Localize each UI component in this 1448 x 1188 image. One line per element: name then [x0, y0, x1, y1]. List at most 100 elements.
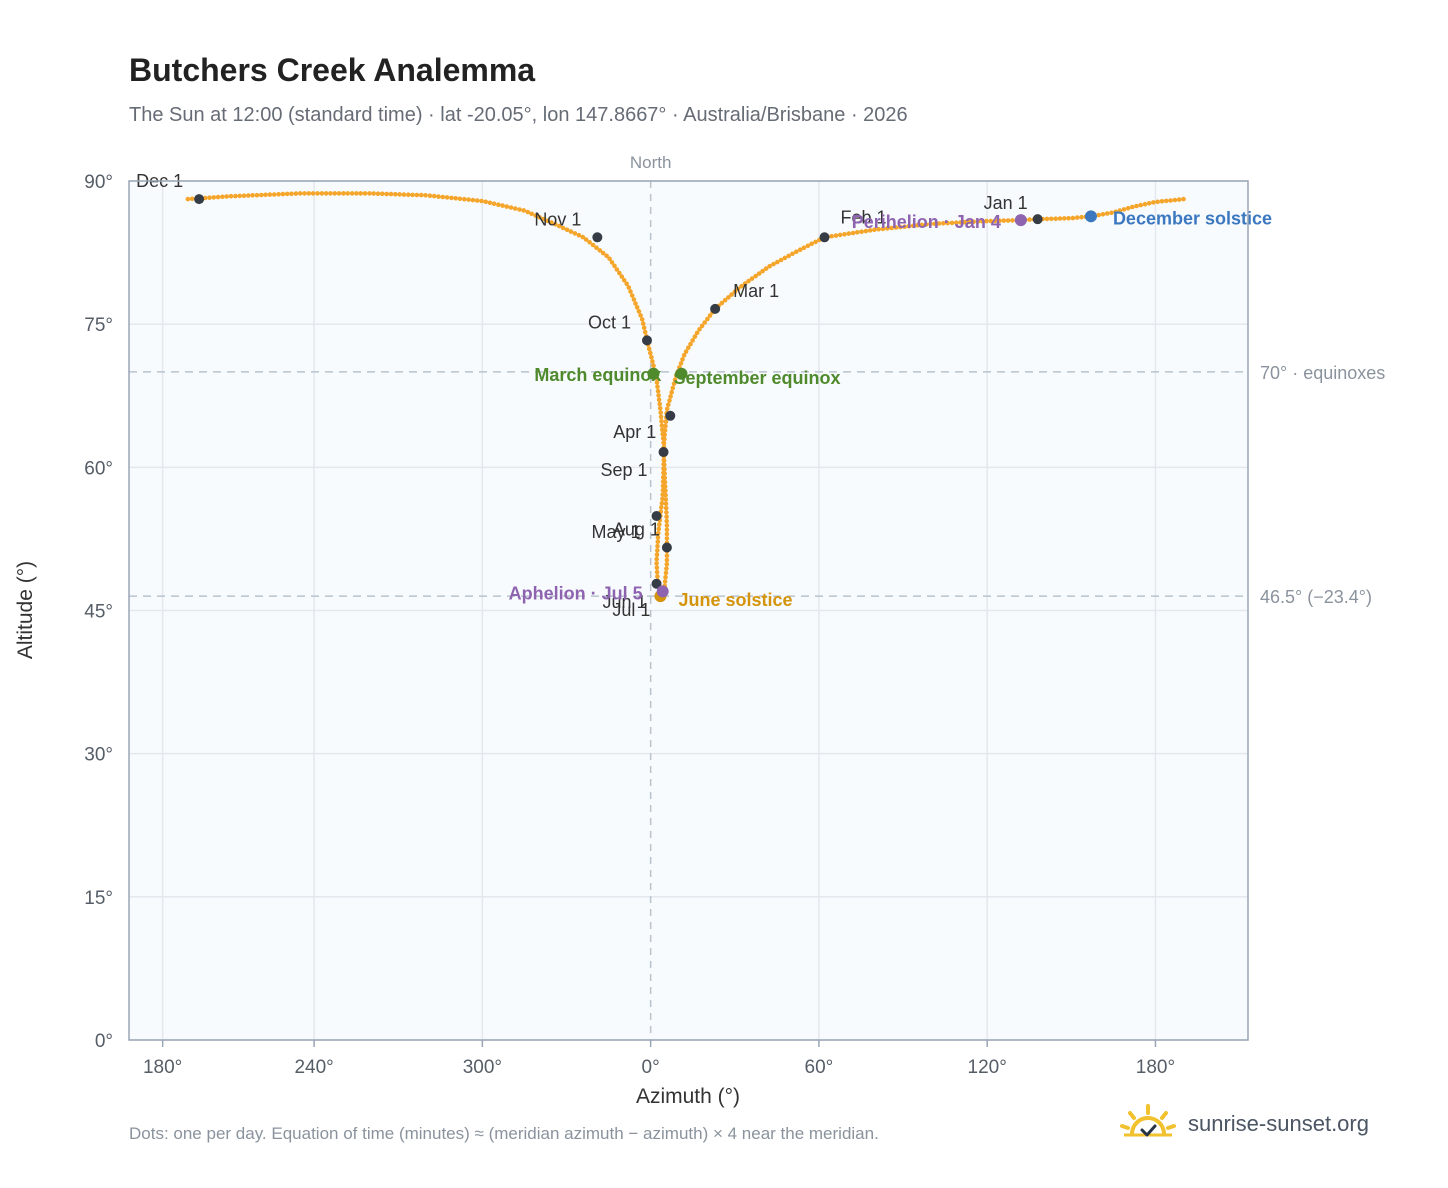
daily-dot [885, 226, 890, 231]
y-tick-label: 45° [84, 602, 113, 623]
daily-dot [328, 191, 333, 196]
daily-dot [654, 561, 659, 566]
daily-dot [1151, 200, 1156, 205]
daily-dot [671, 381, 677, 387]
month-label: May 1 [591, 522, 640, 542]
daily-dot [663, 574, 668, 580]
daily-dot [639, 317, 645, 322]
daily-dot [655, 574, 660, 579]
daily-dot [246, 193, 251, 198]
daily-dot [572, 231, 578, 236]
event-label: December solstice [1113, 208, 1272, 228]
daily-dot [692, 334, 698, 339]
x-tick-label: 120° [968, 1057, 1007, 1078]
daily-dot [1100, 212, 1106, 217]
daily-dot [763, 266, 769, 271]
daily-dot [457, 196, 463, 202]
daily-dot [893, 225, 899, 230]
daily-dot [624, 281, 629, 287]
daily-dot [656, 393, 661, 398]
daily-dot [380, 191, 385, 197]
daily-dot [663, 501, 669, 507]
daily-dot [1113, 209, 1118, 215]
daily-dot [1005, 218, 1011, 223]
event-label: March equinox [534, 365, 661, 385]
daily-dot [702, 320, 707, 325]
daily-dot [557, 223, 562, 229]
daily-dot [654, 565, 660, 570]
daily-dot [662, 471, 667, 476]
daily-dot [661, 458, 667, 463]
daily-dot [1146, 201, 1152, 206]
daily-dot [631, 297, 637, 302]
daily-dot [837, 232, 843, 238]
daily-dot [607, 256, 612, 262]
daily-dot [656, 526, 662, 532]
daily-dot [880, 226, 886, 232]
daily-dot [663, 497, 669, 502]
daily-dot [628, 289, 633, 294]
daily-dot [655, 535, 661, 540]
daily-dot [732, 289, 738, 295]
brand[interactable]: sunrise-sunset.org [1120, 1100, 1369, 1148]
daily-dot [923, 222, 929, 227]
reference-lines: North 70° · equinoxes 46.5° (−23.4°) [129, 153, 1385, 1040]
daily-dot [699, 323, 705, 329]
daily-dot [786, 253, 791, 259]
daily-dot [354, 191, 359, 196]
daily-dot [375, 191, 381, 196]
daily-dot [664, 562, 670, 567]
month-label: Jul 1 [612, 600, 650, 620]
daily-dot [1010, 218, 1015, 223]
daily-dot [564, 227, 570, 233]
daily-dot [1053, 216, 1058, 221]
daily-dot [259, 192, 264, 198]
daily-dot [971, 219, 976, 225]
daily-dot [670, 385, 676, 391]
daily-dot [663, 492, 668, 498]
daily-dot [533, 213, 538, 218]
daily-dot [525, 209, 530, 215]
daily-dot [669, 389, 674, 395]
event-marker [647, 367, 660, 380]
month-label: Feb 1 [841, 207, 887, 227]
daily-dot [1062, 216, 1067, 221]
daily-dot [1181, 196, 1186, 202]
daily-dot [1134, 203, 1139, 209]
daily-dot [649, 354, 654, 360]
daily-dot [1104, 211, 1110, 216]
daily-dot [449, 195, 454, 201]
month-label: Nov 1 [534, 209, 581, 229]
daily-dot [345, 191, 351, 196]
daily-dot [655, 548, 660, 553]
daily-dot [771, 261, 776, 267]
daily-dot [423, 193, 428, 198]
daily-dot [1027, 217, 1032, 222]
chart-title: Butchers Creek Analemma [129, 52, 536, 88]
y-axis-title: Altitude (°) [14, 561, 37, 659]
daily-dot [406, 192, 411, 197]
daily-dot [619, 274, 625, 279]
daily-dot [1109, 210, 1114, 216]
daily-dot [487, 200, 493, 206]
daily-dot [504, 204, 510, 209]
daily-dot [1070, 215, 1076, 221]
daily-dot [678, 361, 684, 366]
daily-dot [189, 196, 195, 202]
daily-dot [474, 198, 480, 203]
daily-dot [491, 201, 497, 206]
reference-line-label: 70° · equinoxes [1260, 363, 1385, 383]
daily-dot [975, 219, 981, 224]
daily-dot [829, 233, 834, 239]
daily-dot [662, 484, 668, 489]
daily-dot [850, 230, 856, 236]
daily-dot [949, 220, 955, 226]
daily-dot [661, 441, 667, 446]
month-marker [1032, 214, 1043, 225]
daily-dot [992, 218, 998, 224]
daily-dot [778, 257, 784, 263]
daily-dot [760, 268, 765, 274]
daily-dot [767, 263, 772, 269]
daily-dot [859, 229, 864, 234]
daily-dot [500, 203, 505, 208]
